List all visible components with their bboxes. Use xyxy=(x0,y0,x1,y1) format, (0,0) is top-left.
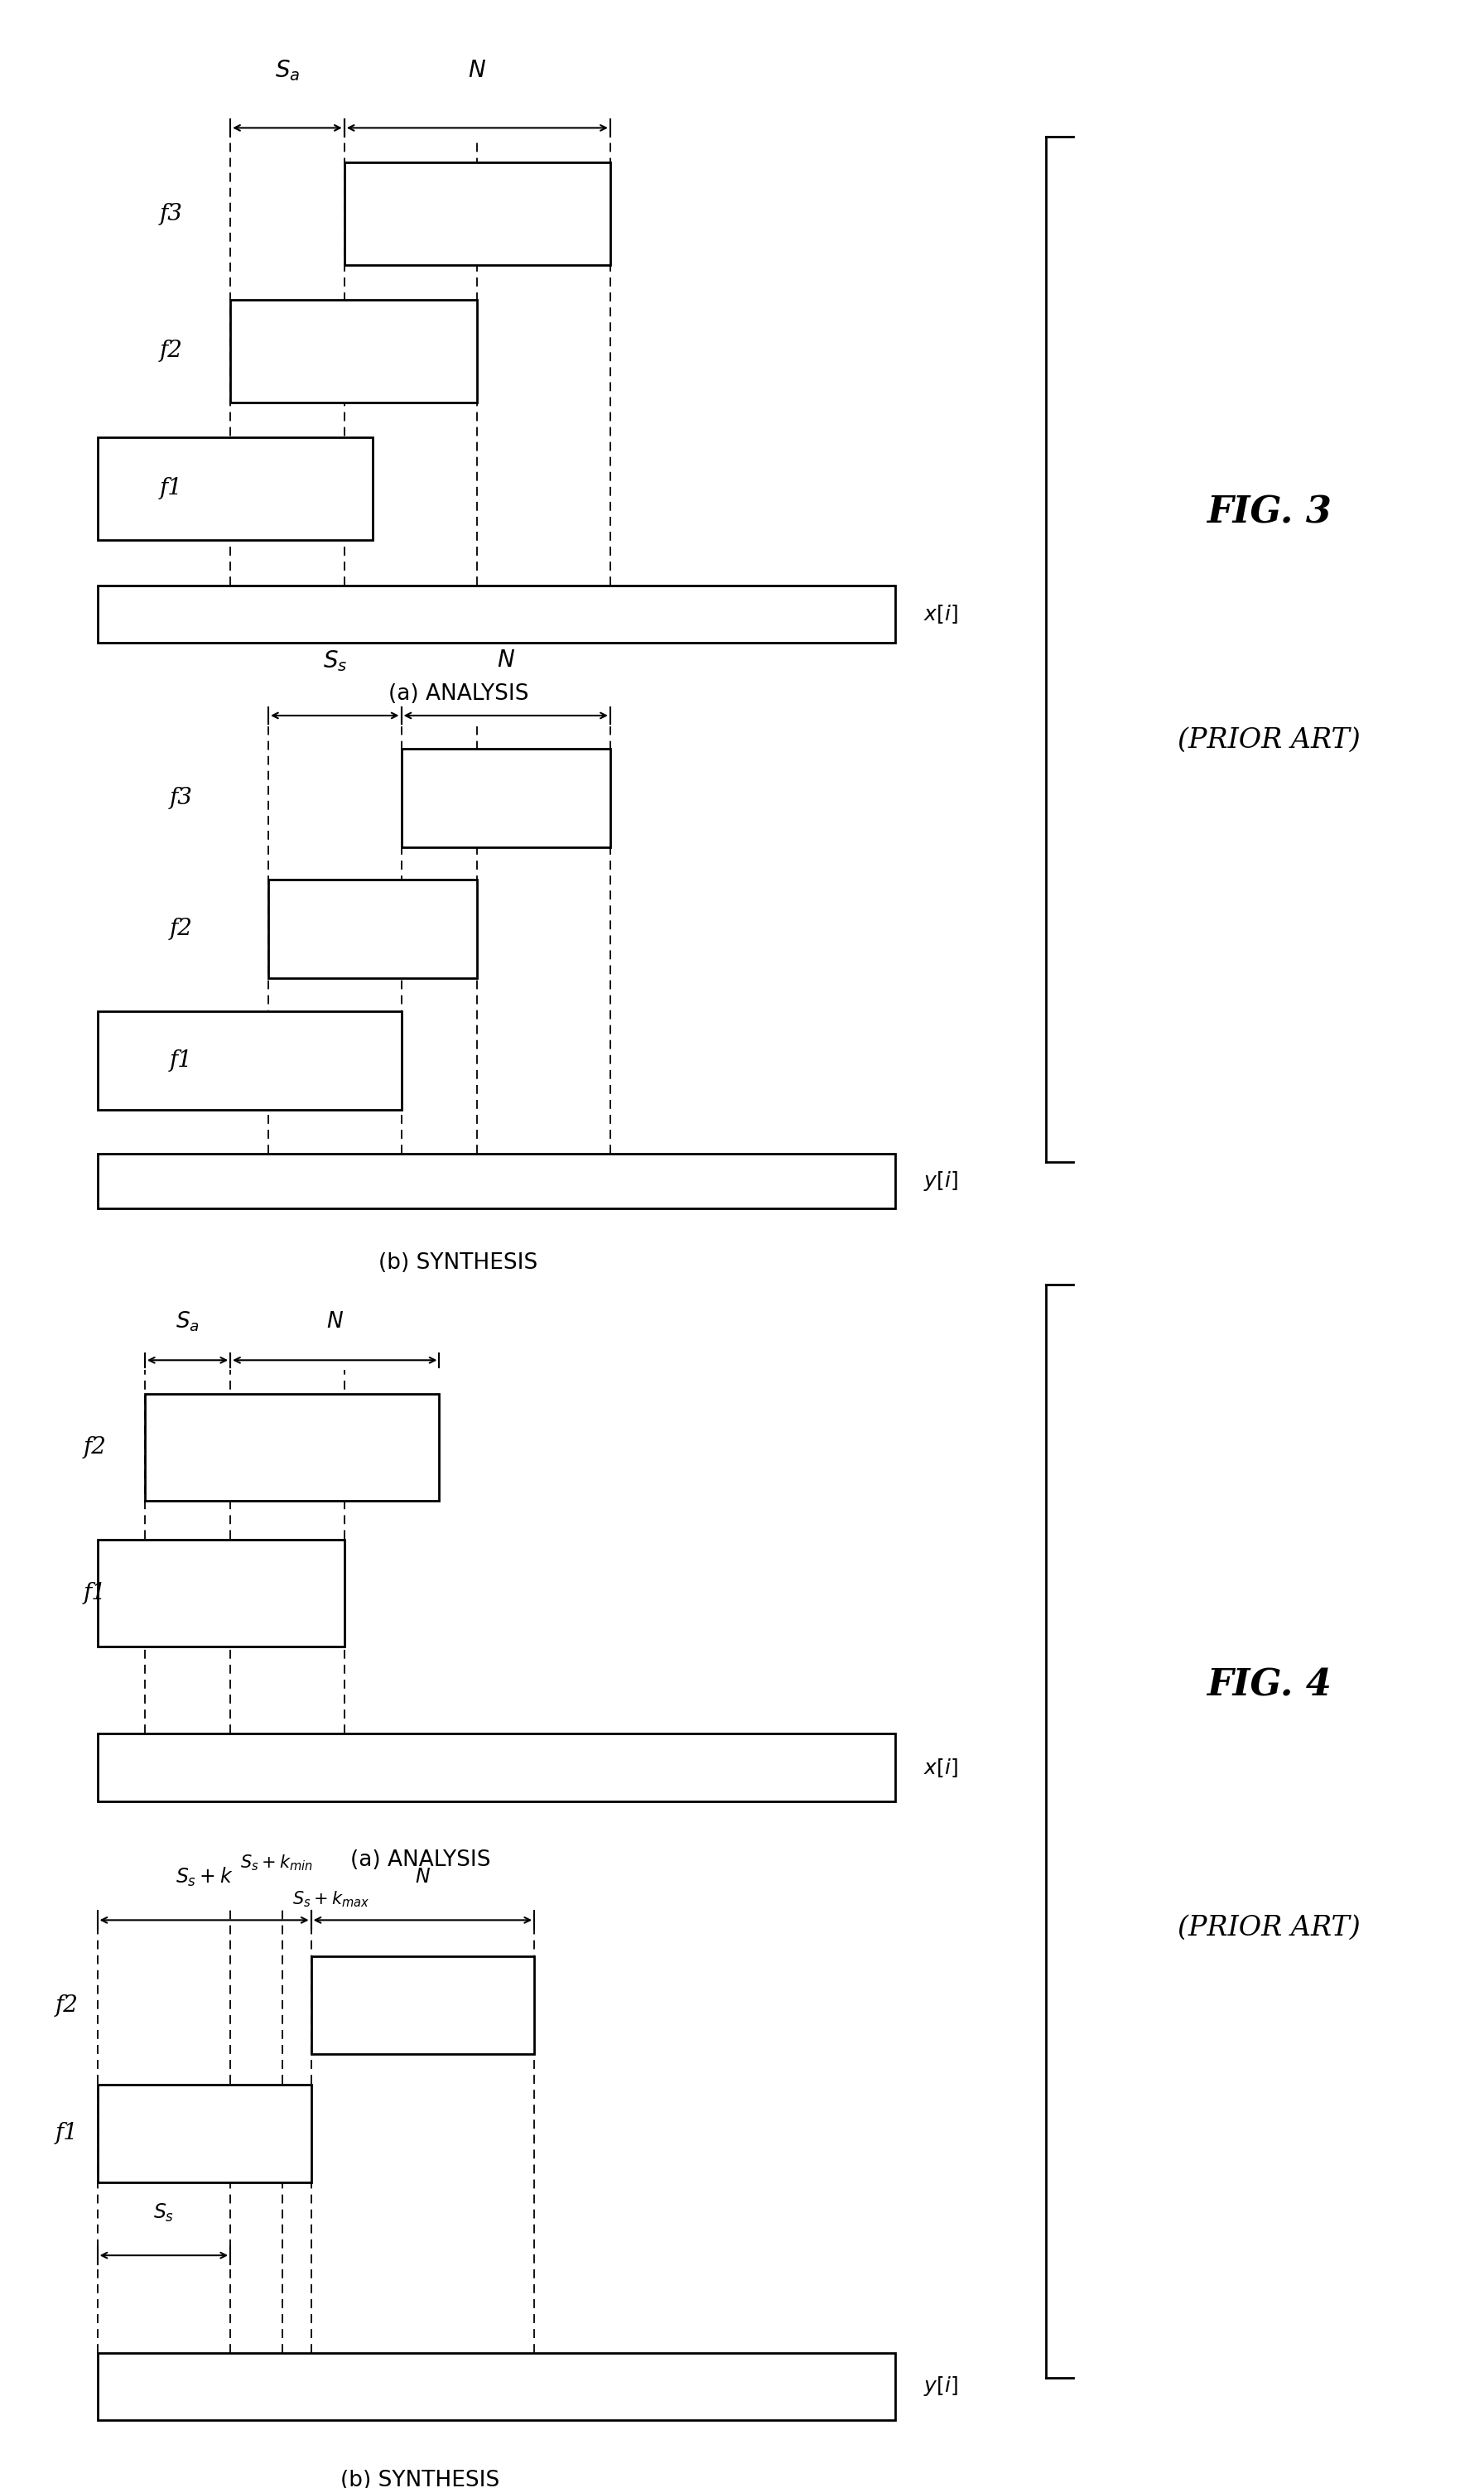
Bar xyxy=(98,1010,401,1110)
Text: $N$: $N$ xyxy=(467,60,487,82)
Bar xyxy=(98,2085,312,2182)
Text: (PRIOR ART): (PRIOR ART) xyxy=(1177,1916,1361,1941)
Text: (b) SYNTHESIS: (b) SYNTHESIS xyxy=(378,1251,537,1274)
Bar xyxy=(269,881,478,978)
Bar xyxy=(145,1393,439,1500)
Text: f3: f3 xyxy=(169,786,193,809)
Text: $y[i]$: $y[i]$ xyxy=(923,2376,959,2398)
Text: $N$: $N$ xyxy=(497,649,515,672)
Text: f2: f2 xyxy=(160,341,183,363)
Text: $S_s$: $S_s$ xyxy=(322,649,347,674)
Text: f1: f1 xyxy=(160,478,183,500)
Text: $N$: $N$ xyxy=(414,1868,430,1886)
Bar xyxy=(98,585,895,642)
Bar xyxy=(98,1154,895,1209)
Text: (PRIOR ART): (PRIOR ART) xyxy=(1177,726,1361,754)
Bar xyxy=(98,2354,895,2421)
Text: f2: f2 xyxy=(169,918,193,940)
Bar xyxy=(98,1540,344,1647)
Bar xyxy=(98,1734,895,1801)
Bar xyxy=(230,299,478,403)
Text: $N$: $N$ xyxy=(326,1311,343,1331)
Text: $S_a$: $S_a$ xyxy=(175,1309,199,1334)
Text: (a) ANALYSIS: (a) ANALYSIS xyxy=(350,1849,490,1871)
Text: f2: f2 xyxy=(55,1995,79,2018)
Bar xyxy=(344,162,610,266)
Text: FIG. 3: FIG. 3 xyxy=(1206,495,1331,530)
Text: $y[i]$: $y[i]$ xyxy=(923,1169,959,1192)
Text: $S_s+k_{min}$: $S_s+k_{min}$ xyxy=(240,1854,313,1873)
Text: FIG. 4: FIG. 4 xyxy=(1206,1667,1331,1704)
Text: f1: f1 xyxy=(83,1582,107,1605)
Text: $S_s+k$: $S_s+k$ xyxy=(175,1866,233,1888)
Text: f3: f3 xyxy=(160,202,183,224)
Bar xyxy=(401,749,610,846)
Text: f2: f2 xyxy=(83,1436,107,1458)
Text: (a) ANALYSIS: (a) ANALYSIS xyxy=(389,684,528,704)
Text: $x[i]$: $x[i]$ xyxy=(923,602,959,624)
Bar xyxy=(98,438,372,540)
Text: f1: f1 xyxy=(169,1050,193,1072)
Text: $S_s+k_{max}$: $S_s+k_{max}$ xyxy=(292,1891,370,1908)
Bar xyxy=(312,1956,534,2055)
Text: $S_a$: $S_a$ xyxy=(275,57,300,82)
Text: (b) SYNTHESIS: (b) SYNTHESIS xyxy=(341,2471,500,2488)
Text: f1: f1 xyxy=(55,2122,79,2145)
Text: $S_s$: $S_s$ xyxy=(153,2202,174,2224)
Text: $x[i]$: $x[i]$ xyxy=(923,1757,959,1779)
